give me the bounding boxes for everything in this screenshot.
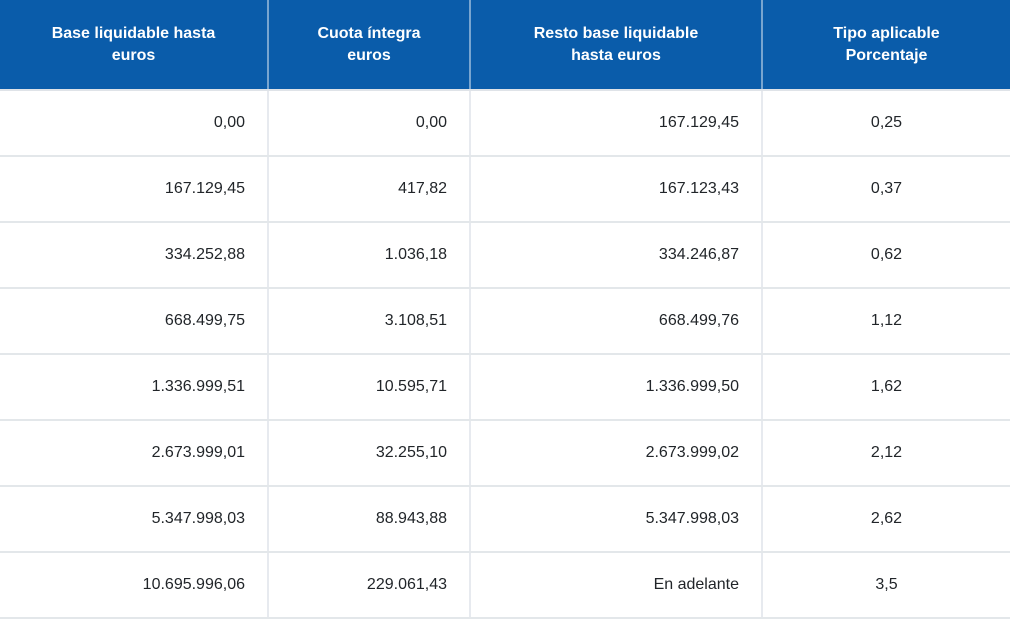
cell-base-liquidable: 167.129,45: [0, 156, 269, 223]
cell-tipo-aplicable: 2,62: [762, 486, 1010, 553]
cell-cuota-integra: 88.943,88: [268, 486, 471, 553]
table-row: 2.673.999,01 32.255,10 2.673.999,02 2,12: [0, 420, 1010, 487]
cell-base-liquidable: 10.695.996,06: [0, 552, 269, 619]
cell-tipo-aplicable: 0,62: [762, 222, 1010, 289]
cell-cuota-integra: 1.036,18: [268, 222, 471, 289]
col-header-line: Porcentaje: [845, 46, 928, 64]
col-header-cuota-integra: Cuota íntegra euros: [268, 0, 471, 91]
col-header-line: euros: [347, 46, 391, 64]
cell-base-liquidable: 1.336.999,51: [0, 354, 269, 421]
cell-resto-base: 668.499,76: [470, 288, 763, 355]
cell-base-liquidable: 668.499,75: [0, 288, 269, 355]
cell-tipo-aplicable: 1,12: [762, 288, 1010, 355]
cell-resto-base: En adelante: [470, 552, 763, 619]
cell-base-liquidable: 5.347.998,03: [0, 486, 269, 553]
table-row: 1.336.999,51 10.595,71 1.336.999,50 1,62: [0, 354, 1010, 421]
col-header-resto-base-liquidable: Resto base liquidable hasta euros: [470, 0, 763, 91]
table-row: 668.499,75 3.108,51 668.499,76 1,12: [0, 288, 1010, 355]
cell-tipo-aplicable: 1,62: [762, 354, 1010, 421]
col-header-line: Cuota íntegra: [317, 24, 421, 42]
cell-resto-base: 167.123,43: [470, 156, 763, 223]
table-body: 0,00 0,00 167.129,45 0,25 167.129,45 417…: [0, 90, 1010, 619]
tax-rate-table-container: Base liquidable hasta euros Cuota íntegr…: [0, 0, 1010, 619]
table-row: 5.347.998,03 88.943,88 5.347.998,03 2,62: [0, 486, 1010, 553]
table-row: 10.695.996,06 229.061,43 En adelante 3,5: [0, 552, 1010, 619]
cell-resto-base: 334.246,87: [470, 222, 763, 289]
cell-base-liquidable: 2.673.999,01: [0, 420, 269, 487]
cell-cuota-integra: 0,00: [268, 90, 471, 157]
col-header-base-liquidable: Base liquidable hasta euros: [0, 0, 269, 91]
col-header-line: euros: [111, 46, 156, 64]
cell-resto-base: 5.347.998,03: [470, 486, 763, 553]
col-header-line: hasta euros: [571, 46, 661, 64]
tax-rate-table: Base liquidable hasta euros Cuota íntegr…: [0, 0, 1010, 619]
cell-tipo-aplicable: 2,12: [762, 420, 1010, 487]
cell-resto-base: 1.336.999,50: [470, 354, 763, 421]
cell-tipo-aplicable: 3,5: [762, 552, 1010, 619]
cell-base-liquidable: 0,00: [0, 90, 269, 157]
table-row: 334.252,88 1.036,18 334.246,87 0,62: [0, 222, 1010, 289]
cell-resto-base: 2.673.999,02: [470, 420, 763, 487]
col-header-line: Resto base liquidable: [533, 24, 699, 42]
cell-cuota-integra: 32.255,10: [268, 420, 471, 487]
table-header: Base liquidable hasta euros Cuota íntegr…: [0, 0, 1010, 91]
cell-cuota-integra: 3.108,51: [268, 288, 471, 355]
cell-resto-base: 167.129,45: [470, 90, 763, 157]
cell-tipo-aplicable: 0,37: [762, 156, 1010, 223]
cell-base-liquidable: 334.252,88: [0, 222, 269, 289]
cell-cuota-integra: 10.595,71: [268, 354, 471, 421]
header-row: Base liquidable hasta euros Cuota íntegr…: [0, 0, 1010, 91]
col-header-line: Tipo aplicable: [833, 24, 940, 42]
cell-tipo-aplicable: 0,25: [762, 90, 1010, 157]
cell-cuota-integra: 229.061,43: [268, 552, 471, 619]
table-row: 0,00 0,00 167.129,45 0,25: [0, 90, 1010, 157]
col-header-line: Base liquidable hasta: [51, 24, 216, 42]
table-row: 167.129,45 417,82 167.123,43 0,37: [0, 156, 1010, 223]
col-header-tipo-aplicable: Tipo aplicable Porcentaje: [762, 0, 1010, 91]
cell-cuota-integra: 417,82: [268, 156, 471, 223]
